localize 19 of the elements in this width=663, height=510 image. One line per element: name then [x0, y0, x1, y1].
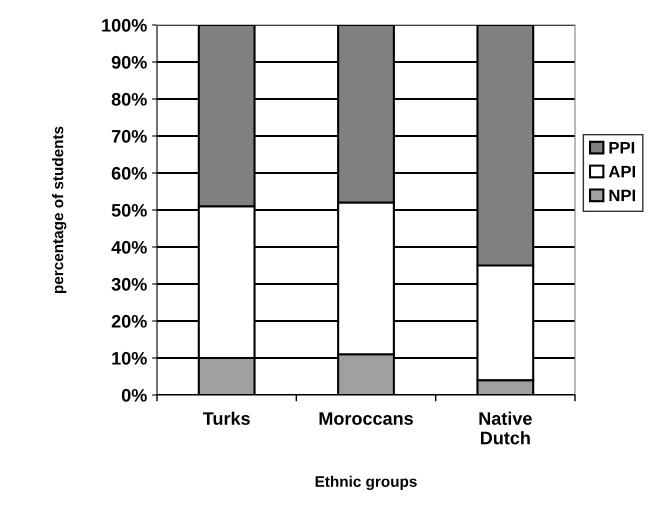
y-tick-label: 60% — [112, 166, 147, 180]
legend-label: API — [608, 166, 636, 178]
x-axis-title: Ethnic groups — [316, 476, 417, 490]
y-tick-label: 70% — [112, 130, 147, 143]
y-tick-label: 90% — [112, 56, 147, 69]
y-tick-label: 40% — [111, 240, 147, 254]
x-tick-label: Native Dutch — [479, 412, 532, 444]
y-tick-label: 0% — [122, 388, 147, 402]
x-tick-label: Turks — [202, 412, 250, 425]
y-tick-label: 100% — [102, 18, 147, 32]
y-tick-label: 50% — [112, 204, 147, 217]
y-tick-label: 30% — [112, 278, 147, 291]
x-tick-label: Moroccans — [320, 412, 413, 425]
y-tick-label: 10% — [112, 352, 147, 365]
legend-label: PPI — [609, 142, 634, 154]
legend-label: NPI — [609, 190, 636, 202]
y-axis-title: percentage of students — [52, 126, 66, 294]
y-tick-label: 20% — [112, 314, 147, 328]
y-tick-label: 80% — [112, 92, 147, 106]
